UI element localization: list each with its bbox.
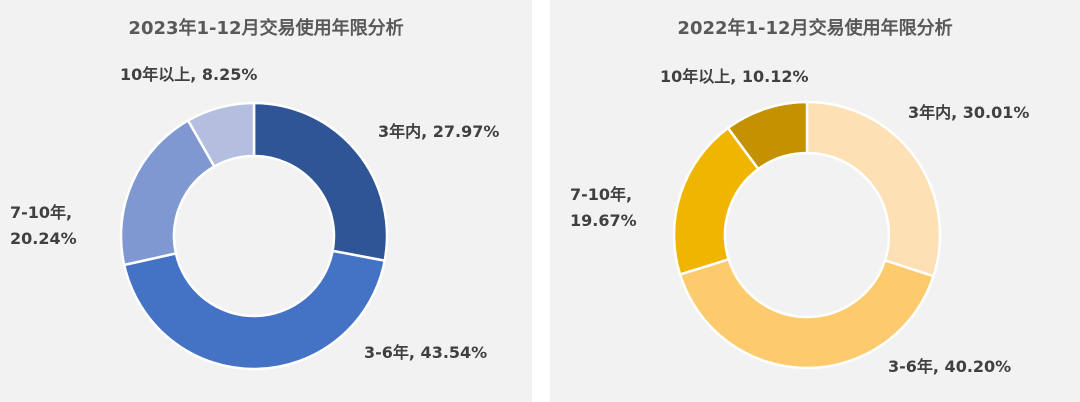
slice-label-2: 3-6年, 40.20% bbox=[888, 357, 1011, 376]
donut-slice-4 bbox=[186, 101, 256, 168]
chart-title: 2023年1-12月交易使用年限分析 bbox=[128, 17, 403, 39]
slice-label-2: 3-6年, 43.54% bbox=[364, 343, 487, 362]
donut-slice-1 bbox=[805, 100, 942, 278]
donut-slice-1 bbox=[252, 101, 389, 262]
donut-slice-4 bbox=[726, 100, 809, 171]
donut-chart-2022: 2022年1-12月交易使用年限分析 3年内, 30.01% 3-6年, 40.2… bbox=[570, 17, 1029, 376]
slice-label-4: 10年以上, 10.12% bbox=[660, 67, 809, 86]
slice-label-3: 7-10年, 19.67% bbox=[570, 185, 637, 230]
donut-slice-2 bbox=[122, 249, 386, 371]
slice-label-4: 10年以上, 8.25% bbox=[120, 65, 257, 84]
slice-labels: 3年内, 30.01% 3-6年, 40.20% 7-10年, 19.67% 10年以上… bbox=[570, 67, 1029, 376]
slice-label-1: 3年内, 27.97% bbox=[378, 122, 499, 141]
donut-slices bbox=[119, 101, 389, 371]
donut-slices bbox=[672, 100, 942, 370]
slice-label-1: 3年内, 30.01% bbox=[908, 103, 1029, 122]
donut-chart-2023: 2023年1-12月交易使用年限分析 3年内, 27.97% 3-6年, 43.5… bbox=[10, 17, 499, 371]
slice-labels: 3年内, 27.97% 3-6年, 43.54% 7-10年, 20.24% 10年以上… bbox=[10, 65, 499, 362]
slice-label-3: 7-10年, 20.24% bbox=[10, 203, 77, 248]
donut-slice-2 bbox=[678, 258, 935, 370]
chart-panel-2023: 2023年1-12月交易使用年限分析 3年内, 27.97% 3-6年, 43.5… bbox=[0, 0, 532, 402]
chart-panel-2022: 2022年1-12月交易使用年限分析 3年内, 30.01% 3-6年, 40.2… bbox=[550, 0, 1080, 402]
chart-title: 2022年1-12月交易使用年限分析 bbox=[677, 17, 952, 39]
